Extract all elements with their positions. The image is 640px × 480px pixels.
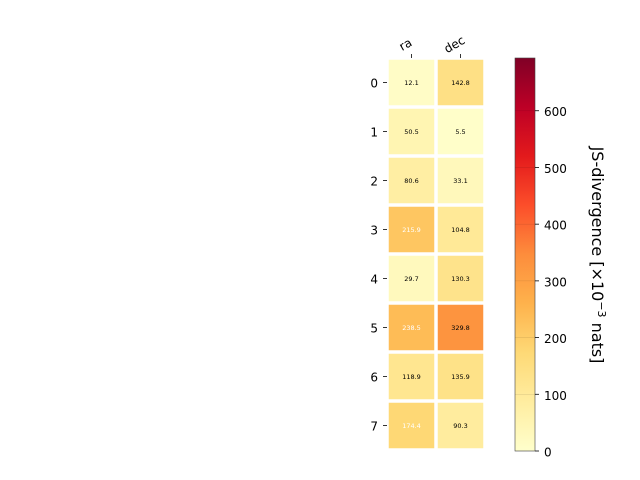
heatmap-cell-2-ra — [388, 157, 435, 204]
cell-value-label: 142.8 — [451, 79, 470, 87]
cell-value-label: 12.1 — [404, 79, 418, 87]
row-tick-label-7: 7 — [370, 420, 378, 434]
heatmap-cell-5-ra — [388, 304, 435, 351]
heatmap-cell-1-dec — [437, 108, 484, 155]
row-tick-label-2: 2 — [370, 175, 378, 189]
heatmap-cell-0-ra — [388, 59, 435, 106]
row-tick-label-3: 3 — [370, 224, 378, 238]
colorbar-tick-label: 200 — [544, 332, 567, 346]
row-tick-label-1: 1 — [370, 126, 378, 140]
row-tick-label-0: 0 — [370, 77, 378, 91]
heatmap-grid: 12.1 142.8 50.5 5.5 80.6 33.1 215.9 104.8 29.7 13… — [387, 58, 485, 450]
row-tick-labels: 0 1 2 3 4 5 6 7 — [370, 77, 387, 434]
cell-value-label: 130.3 — [451, 275, 470, 283]
heatmap-cell-2-dec — [437, 157, 484, 204]
cell-value-label: 5.5 — [455, 128, 465, 136]
column-tick-label-ra: ra — [397, 35, 415, 53]
cell-value-label: 215.9 — [402, 226, 421, 234]
cell-value-label: 104.8 — [451, 226, 470, 234]
row-tick-label-4: 4 — [370, 273, 378, 287]
heatmap-cell-1-ra — [388, 108, 435, 155]
heatmap-cell-3-dec — [437, 206, 484, 253]
cell-value-label: 80.6 — [404, 177, 418, 185]
row-tick-label-5: 5 — [370, 322, 378, 336]
cell-value-label: 90.3 — [453, 422, 467, 430]
heatmap-cell-4-ra — [388, 255, 435, 302]
cell-value-label: 33.1 — [453, 177, 467, 185]
heatmap-cell-3-ra — [388, 206, 435, 253]
colorbar-tick-label: 300 — [544, 275, 567, 289]
colorbar-tick-label: 500 — [544, 162, 567, 176]
colorbar-tick-label: 600 — [544, 105, 567, 119]
colorbar-label-unit: nats] — [588, 318, 607, 364]
colorbar-tick-label: 400 — [544, 219, 567, 233]
colorbar-label-exponent: −3 — [595, 301, 608, 317]
cell-value-label: 238.5 — [402, 324, 421, 332]
colorbar-gradient — [514, 57, 536, 452]
cell-value-label: 135.9 — [451, 373, 470, 381]
column-tick-label-dec: dec — [442, 33, 468, 56]
colorbar-tick-label: 0 — [544, 446, 552, 460]
cell-value-label: 50.5 — [404, 128, 418, 136]
heatmap-cell-4-dec — [437, 255, 484, 302]
heatmap-cell-6-dec — [437, 353, 484, 400]
heatmap-cell-5-dec — [437, 304, 484, 351]
colorbar-label: JS-divergence [×10−3 nats] — [588, 146, 608, 364]
cell-value-label: 118.9 — [402, 373, 421, 381]
cell-value-label: 29.7 — [404, 275, 418, 283]
row-tick-label-6: 6 — [370, 371, 378, 385]
heatmap-cell-7-dec — [437, 402, 484, 449]
colorbar: 0 100 200 300 400 500 600 — [514, 57, 567, 460]
colorbar-tick-label: 100 — [544, 389, 567, 403]
heatmap-cell-7-ra — [388, 402, 435, 449]
heatmap-cell-6-ra — [388, 353, 435, 400]
heatmap-cell-0-dec — [437, 59, 484, 106]
column-tick-labels: ra dec — [397, 33, 468, 58]
cell-value-label: 329.8 — [451, 324, 470, 332]
cell-value-label: 174.4 — [402, 422, 421, 430]
